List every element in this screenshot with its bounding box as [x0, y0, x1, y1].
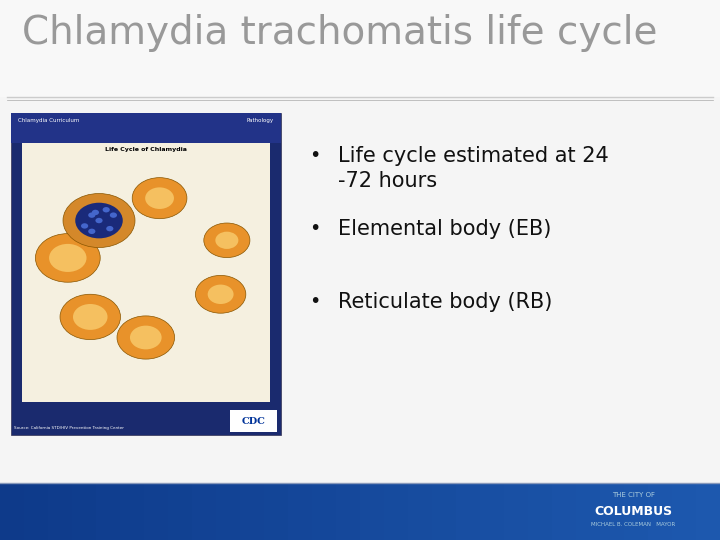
Bar — [11, 113, 281, 435]
Bar — [624, 483, 648, 540]
Bar — [144, 483, 168, 540]
Circle shape — [63, 193, 135, 247]
Circle shape — [89, 212, 96, 218]
Circle shape — [92, 210, 99, 215]
Bar — [672, 483, 696, 540]
Circle shape — [132, 178, 187, 219]
Circle shape — [81, 223, 89, 228]
Text: Life Cycle of Chlamydia: Life Cycle of Chlamydia — [105, 147, 186, 152]
Text: MICHAEL B. COLEMAN   MAYOR: MICHAEL B. COLEMAN MAYOR — [591, 522, 676, 526]
Bar — [288, 483, 312, 540]
Bar — [504, 483, 528, 540]
Bar — [11, 113, 281, 143]
Bar — [456, 483, 480, 540]
Text: Pathology: Pathology — [246, 118, 274, 123]
Bar — [552, 483, 576, 540]
Bar — [0, 0, 720, 97]
Bar — [230, 410, 277, 432]
Bar — [480, 483, 504, 540]
Circle shape — [204, 223, 250, 258]
Bar — [696, 483, 720, 540]
Bar — [72, 483, 96, 540]
Circle shape — [73, 304, 107, 330]
Bar — [528, 483, 552, 540]
Text: Reticulate body (RB): Reticulate body (RB) — [338, 292, 553, 312]
Bar — [120, 483, 144, 540]
Bar — [216, 483, 240, 540]
Text: Source: California STD/HIV Prevention Training Center: Source: California STD/HIV Prevention Tr… — [14, 427, 125, 430]
Bar — [336, 483, 360, 540]
Bar — [96, 483, 120, 540]
Circle shape — [145, 187, 174, 209]
Circle shape — [117, 316, 174, 359]
Text: THE CITY OF: THE CITY OF — [612, 492, 655, 498]
Bar — [168, 483, 192, 540]
Bar — [240, 483, 264, 540]
Circle shape — [60, 294, 120, 340]
Circle shape — [107, 226, 114, 231]
Bar — [384, 483, 408, 540]
Circle shape — [215, 232, 238, 249]
Bar — [0, 483, 24, 540]
Bar — [264, 483, 288, 540]
Circle shape — [110, 212, 117, 218]
Circle shape — [103, 207, 110, 212]
Text: •: • — [310, 146, 321, 165]
Bar — [0, 0, 720, 483]
Circle shape — [49, 244, 86, 272]
Circle shape — [207, 285, 233, 304]
Circle shape — [35, 234, 100, 282]
Bar — [24, 483, 48, 540]
Bar — [576, 483, 600, 540]
Bar — [192, 483, 216, 540]
Circle shape — [89, 228, 96, 234]
Circle shape — [195, 275, 246, 313]
Bar — [600, 483, 624, 540]
Bar — [408, 483, 432, 540]
Text: Life cycle estimated at 24
-72 hours: Life cycle estimated at 24 -72 hours — [338, 146, 609, 191]
Text: COLUMBUS: COLUMBUS — [595, 505, 672, 518]
Bar — [648, 483, 672, 540]
Text: •: • — [310, 219, 321, 238]
Text: Chlamydia Curriculum: Chlamydia Curriculum — [18, 118, 79, 123]
Text: CDC: CDC — [241, 417, 266, 426]
Circle shape — [76, 202, 123, 238]
Bar — [432, 483, 456, 540]
Text: •: • — [310, 292, 321, 310]
Bar — [22, 143, 270, 402]
Circle shape — [130, 326, 161, 349]
Text: Elemental body (EB): Elemental body (EB) — [338, 219, 552, 239]
Bar — [360, 483, 384, 540]
Bar — [312, 483, 336, 540]
Bar — [48, 483, 72, 540]
Circle shape — [96, 218, 103, 223]
Text: Chlamydia trachomatis life cycle: Chlamydia trachomatis life cycle — [22, 14, 657, 51]
